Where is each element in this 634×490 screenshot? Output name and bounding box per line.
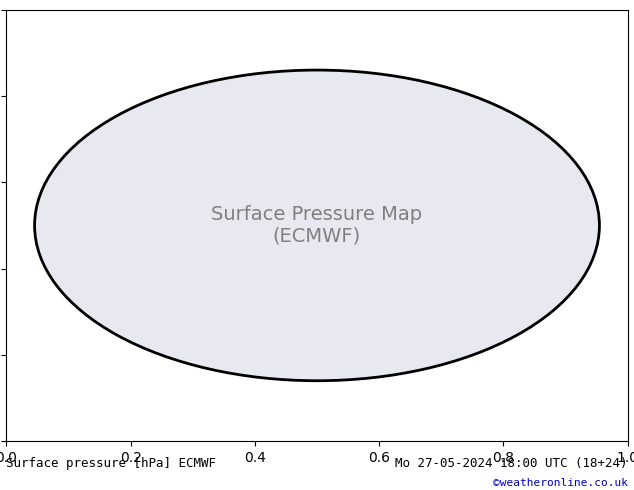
Text: ©weatheronline.co.uk: ©weatheronline.co.uk (493, 478, 628, 488)
Text: Surface Pressure Map
(ECMWF): Surface Pressure Map (ECMWF) (211, 205, 423, 246)
Text: Surface pressure [hPa] ECMWF: Surface pressure [hPa] ECMWF (6, 457, 216, 469)
Text: Mo 27-05-2024 18:00 UTC (18+24): Mo 27-05-2024 18:00 UTC (18+24) (395, 457, 628, 469)
Ellipse shape (35, 70, 599, 381)
